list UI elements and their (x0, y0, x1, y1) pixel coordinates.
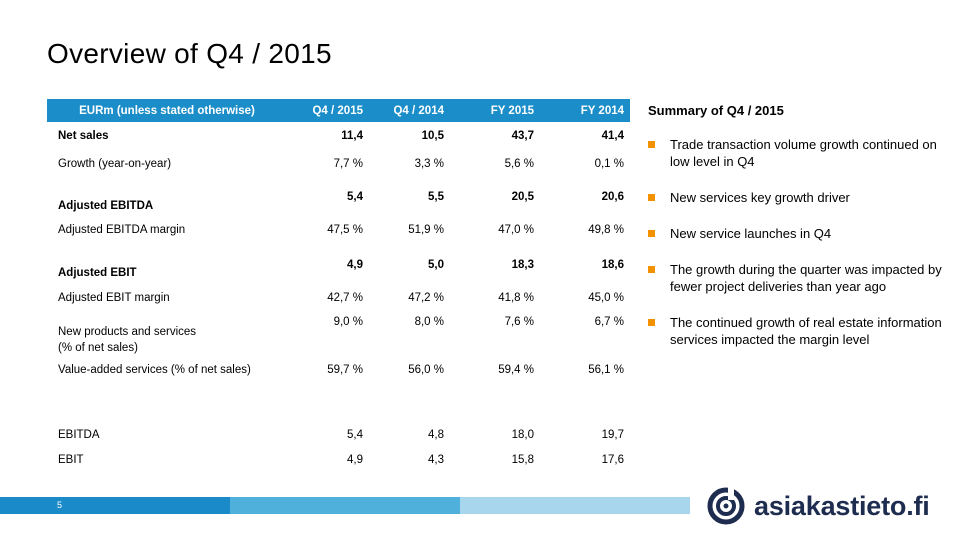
table-cell: 47,0 % (498, 224, 534, 236)
table-cell: 15,8 (511, 454, 534, 466)
financials-table: EURm (unless stated otherwise) Q4 / 2015… (47, 99, 630, 473)
row-label: EBITDA (58, 429, 100, 441)
summary-bullet-text: The growth during the quarter was impact… (670, 262, 942, 294)
table-cell: 41,4 (601, 130, 624, 142)
table-cell: 49,8 % (588, 224, 624, 236)
column-header: FY 2015 (450, 99, 540, 122)
table-cell: 5,4 (347, 191, 363, 203)
column-header: EURm (unless stated otherwise) (47, 99, 287, 122)
summary-heading: Summary of Q4 / 2015 (648, 103, 784, 118)
table-cell: 7,7 % (333, 157, 363, 170)
table-cell: 4,3 (428, 454, 444, 466)
table-row: Value-added services (% of net sales) 59… (47, 364, 630, 380)
footer-bar-segment (230, 497, 460, 514)
row-label: EBIT (58, 454, 84, 466)
row-label: New products and services (% of net sales… (47, 310, 287, 364)
square-bullet-icon (648, 141, 655, 148)
footer-bar-segment (460, 497, 690, 514)
table-cell: 18,6 (601, 258, 624, 271)
table-cell: 47,5 % (327, 224, 363, 236)
table-cell: 6,7 % (594, 316, 624, 328)
table-row: Adjusted EBITDA margin 47,5 % 51,9 % 47,… (47, 217, 630, 243)
table-cell: 45,0 % (588, 292, 624, 304)
row-label: Adjusted EBIT (58, 267, 137, 279)
page-title: Overview of Q4 / 2015 (47, 38, 332, 69)
column-header: Q4 / 2015 (287, 99, 369, 122)
table-row: Adjusted EBITDA 5,4 5,5 20,5 20,6 (47, 177, 630, 217)
table-cell: 20,6 (601, 191, 624, 203)
table-cell: 41,8 % (498, 292, 534, 304)
row-label: Growth (year-on-year) (58, 157, 172, 170)
row-label: Value-added services (% of net sales) (58, 364, 251, 376)
table-cell: 20,5 (511, 191, 534, 203)
summary-bullet: New service launches in Q4 (648, 225, 948, 242)
column-header: FY 2014 (540, 99, 630, 122)
table-cell: 5,5 (428, 191, 444, 203)
summary-panel: Summary of Q4 / 2015 Trade transaction v… (648, 103, 948, 367)
page-number: 5 (57, 500, 63, 510)
summary-bullet-text: New services key growth driver (670, 190, 850, 205)
row-label-line: (% of net sales) (58, 342, 138, 354)
table-cell: 4,9 (347, 258, 363, 271)
table-cell: 18,3 (511, 258, 534, 271)
summary-bullet-text: The continued growth of real estate info… (670, 315, 942, 347)
square-bullet-icon (648, 266, 655, 273)
row-label-line: New products and services (58, 326, 197, 338)
table-cell: 56,1 % (588, 364, 624, 376)
summary-bullet-text: New service launches in Q4 (670, 226, 832, 241)
company-logo: asiakastieto.fi (707, 486, 930, 526)
table-row: Growth (year-on-year) 7,7 % 3,3 % 5,6 % … (47, 150, 630, 177)
table-cell: 51,9 % (408, 224, 444, 236)
square-bullet-icon (648, 230, 655, 237)
table-row: Adjusted EBIT margin 42,7 % 47,2 % 41,8 … (47, 286, 630, 310)
row-label: Adjusted EBITDA margin (58, 224, 186, 236)
table-row: Net sales 11,4 10,5 43,7 41,4 (47, 122, 630, 150)
table-cell: 3,3 % (414, 157, 444, 170)
table-cell: 9,0 % (333, 316, 363, 328)
summary-bullet: The growth during the quarter was impact… (648, 261, 948, 295)
table-cell: 11,4 (341, 130, 363, 142)
square-bullet-icon (648, 319, 655, 326)
table-row: Adjusted EBIT 4,9 5,0 18,3 18,6 (47, 243, 630, 286)
table-cell: 47,2 % (408, 292, 444, 304)
footer-bar-segment (0, 497, 230, 514)
summary-list: Trade transaction volume growth continue… (648, 136, 948, 348)
table-cell: 5,6 % (504, 157, 534, 170)
table-cell: 59,7 % (327, 364, 363, 376)
table-cell: 19,7 (601, 429, 624, 441)
table-cell: 5,0 (428, 258, 444, 271)
table-cell: 17,6 (601, 454, 624, 466)
row-label: Adjusted EBIT margin (58, 292, 170, 304)
table-cell: 0,1 % (594, 157, 624, 170)
logo-text: asiakastieto.fi (754, 490, 930, 521)
summary-bullet: The continued growth of real estate info… (648, 314, 948, 348)
square-bullet-icon (648, 194, 655, 201)
table-cell: 43,7 (511, 130, 534, 142)
summary-bullet-text: Trade transaction volume growth continue… (670, 137, 937, 169)
table-cell: 10,5 (421, 130, 444, 142)
asiakastieto-logo-icon (707, 487, 745, 525)
row-label: Adjusted EBITDA (58, 200, 154, 212)
table-cell: 4,9 (347, 454, 363, 466)
table-cell: 59,4 % (498, 364, 534, 376)
row-label: Net sales (58, 130, 109, 142)
summary-bullet: Trade transaction volume growth continue… (648, 136, 948, 170)
table-cell: 42,7 % (327, 292, 363, 304)
column-header: Q4 / 2014 (369, 99, 450, 122)
table-header-row: EURm (unless stated otherwise) Q4 / 2015… (47, 99, 630, 122)
summary-bullet: New services key growth driver (648, 189, 948, 206)
table-cell: 4,8 (428, 429, 444, 441)
table-cell: 18,0 (511, 429, 534, 441)
table-cell: 8,0 % (414, 316, 444, 328)
table-row: EBITDA 5,4 4,8 18,0 19,7 (47, 380, 630, 447)
table-row: EBIT 4,9 4,3 15,8 17,6 (47, 447, 630, 473)
table-cell: 5,4 (347, 429, 363, 441)
table-cell: 7,6 % (504, 316, 534, 328)
table-row: New products and services (% of net sales… (47, 310, 630, 364)
table-cell: 56,0 % (408, 364, 444, 376)
